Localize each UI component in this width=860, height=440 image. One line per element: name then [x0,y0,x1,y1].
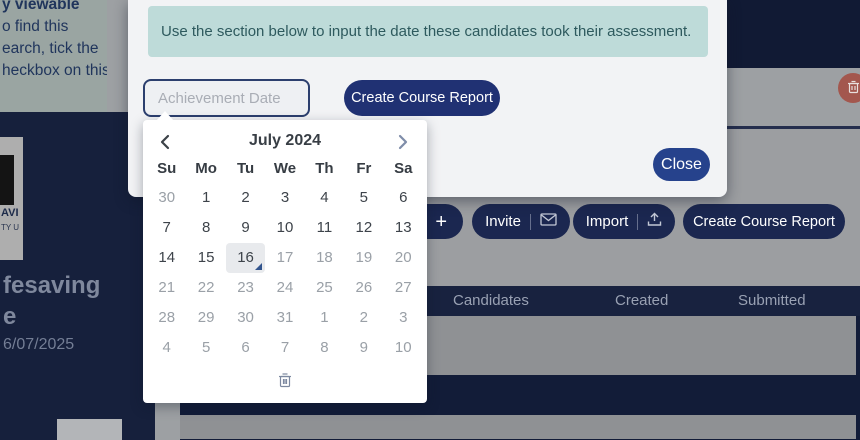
course-title: fesaving [3,272,101,299]
calendar-day[interactable]: 14 [158,249,176,266]
course-title: e [3,303,17,330]
calendar-day: 25 [316,279,333,296]
calendar-day: 18 [316,249,333,266]
tooltip-line: heckbox on this [2,62,107,79]
calendar-day: 31 [276,309,294,326]
calendar-day: 1 [320,309,329,326]
plus-icon: + [435,210,447,233]
chevron-left-icon [160,134,170,153]
calendar-day[interactable]: 6 [399,189,408,206]
calendar-day[interactable]: 10 [276,219,294,236]
calendar-day[interactable]: 7 [162,219,171,236]
next-month-button[interactable] [391,131,415,155]
calendar-day-selected[interactable]: 16 [225,243,266,273]
calendar-day: 22 [197,279,215,296]
tooltip-popup: y viewable o find this earch, tick the h… [0,0,107,112]
create-course-report-button[interactable]: Create Course Report [344,80,500,116]
clear-date-button[interactable] [143,369,427,393]
invite-button[interactable]: Invite [472,204,570,239]
calendar-day[interactable]: 11 [316,219,333,236]
delete-course-button[interactable] [838,73,860,103]
close-button[interactable]: Close [653,148,710,181]
divider [529,213,531,230]
calendar-grid: 30 1 2 3 4 5 6 7 8 9 10 11 12 13 14 15 16 17 18 19 20 21 22 23 2… [147,183,423,363]
card-border [856,316,860,440]
chevron-right-icon [398,134,408,153]
logo-mark [0,155,14,205]
table-row [180,415,856,439]
column-header-created: Created [615,292,669,309]
weekday-label: Sa [394,160,413,177]
import-button[interactable]: Import [573,204,675,239]
popup-caret [156,111,174,121]
invite-label: Invite [485,213,521,230]
calendar-day[interactable]: 2 [241,189,250,206]
weekday-label: Su [157,160,177,177]
calendar-day: 21 [158,279,176,296]
tooltip-line: o find this [2,18,69,35]
calendar-day: 9 [359,339,369,356]
course-date: 6/07/2025 [3,336,75,353]
calendar-day: 30 [158,189,176,206]
calendar-day[interactable]: 8 [201,219,211,236]
tooltip-line: earch, tick the [2,40,99,57]
divider [637,213,639,230]
calendar-day: 10 [394,339,412,356]
calendar-day[interactable]: 4 [320,189,329,206]
calendar-day[interactable]: 12 [355,219,373,236]
logo-text: AVI [1,207,19,219]
calendar-day: 24 [276,279,294,296]
calendar-day[interactable]: 9 [241,219,250,236]
previous-month-button[interactable] [153,131,177,155]
achievement-date-input[interactable] [143,79,310,117]
calendar-day: 6 [241,339,250,356]
calendar-day: 7 [280,339,290,356]
column-header-candidates: Candidates [453,292,529,309]
picker-header: July 2024 [143,128,427,158]
trash-icon [847,80,860,97]
calendar-day: 4 [162,339,171,356]
calendar-day[interactable]: 3 [280,189,290,206]
column-header-submitted: Submitted [738,292,806,309]
calendar-day[interactable]: 1 [201,189,211,206]
calendar-day: 17 [276,249,294,266]
calendar-day: 5 [201,339,211,356]
weekday-label: Fr [356,160,372,177]
logo-text: TY U [1,223,20,232]
tooltip-line: y viewable [2,0,80,13]
month-title: July 2024 [248,132,322,149]
weekday-label: We [273,160,297,177]
calendar-day: 26 [355,279,373,296]
weekday-label: Tu [236,160,255,177]
calendar-day[interactable]: 5 [359,189,369,206]
trash-icon [278,372,292,391]
weekday-label: Mo [195,160,217,177]
calendar-day: 8 [320,339,329,356]
weekday-row: Su Mo Tu We Th Fr Sa [147,158,423,180]
page-header-band [727,0,860,68]
create-course-report-button-bg[interactable]: Create Course Report [683,204,845,239]
calendar-day: 3 [399,309,408,326]
calendar-day: 20 [394,249,412,266]
calendar-day[interactable]: 13 [394,219,412,236]
panel-chip [57,419,122,440]
upload-icon [647,212,662,231]
weekday-label: Th [315,160,334,177]
info-alert: Use the section below to input the date … [148,6,708,57]
calendar-day: 2 [359,309,369,326]
calendar-day[interactable]: 15 [197,249,215,266]
import-label: Import [585,213,629,230]
calendar-day: 27 [394,279,412,296]
create-report-label: Create Course Report [693,213,835,230]
achievement-date-modal: Use the section below to input the date … [128,0,727,197]
calendar-day: 30 [237,309,254,326]
calendar-day: 23 [237,279,254,296]
date-picker-popup: July 2024 Su Mo Tu We Th Fr Sa 30 1 2 3 4 5 6 7 8 9 10 11… [143,120,427,403]
calendar-day: 28 [158,309,176,326]
course-logo: AVI TY U [0,137,23,260]
calendar-day: 19 [355,249,373,266]
calendar-day: 29 [197,309,215,326]
envelope-icon [540,213,557,230]
